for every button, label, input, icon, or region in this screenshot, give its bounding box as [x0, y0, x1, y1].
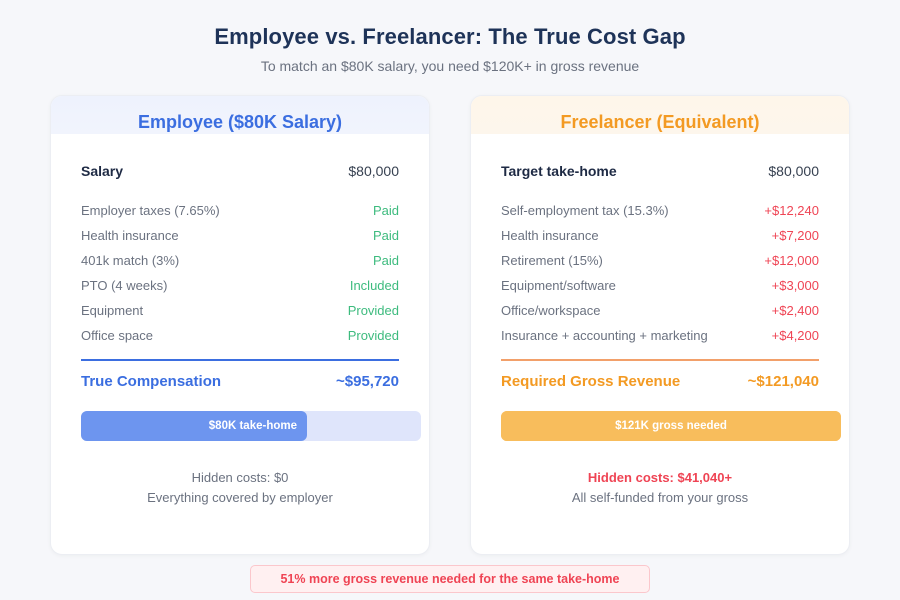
- row-cost: +$12,240: [764, 203, 819, 218]
- row-cost: +$4,200: [771, 328, 819, 343]
- freelancer-item-row: Self-employment tax (15.3%) +$12,240: [501, 198, 819, 223]
- row-cost: +$7,200: [771, 228, 819, 243]
- row-label: Target take-home: [501, 163, 617, 179]
- employee-item-row: Equipment Provided: [81, 298, 399, 323]
- row-label: Retirement (15%): [501, 253, 603, 268]
- row-label: Equipment/software: [501, 278, 616, 293]
- freelancer-item-row: Office/workspace +$2,400: [501, 298, 819, 323]
- row-cost: +$2,400: [771, 303, 819, 318]
- employee-card-heading: Employee ($80K Salary): [51, 96, 429, 134]
- page-title: Employee vs. Freelancer: The True Cost G…: [214, 24, 686, 49]
- row-status: Paid: [372, 228, 399, 243]
- row-status: Paid: [372, 203, 399, 218]
- employee-item-row: Office space Provided: [81, 323, 399, 348]
- row-status: Provided: [347, 303, 399, 318]
- note-subtext: All self-funded from your gross: [571, 490, 749, 505]
- callout-text: 51% more gross revenue needed for the sa…: [280, 572, 620, 586]
- total-value: ~$95,720: [336, 372, 399, 390]
- employee-item-row: Health insurance Paid: [81, 223, 399, 248]
- row-status: Paid: [372, 253, 399, 268]
- hidden-costs-text: Hidden costs: $0: [191, 470, 289, 485]
- bar-label: $80K take-home: [208, 420, 297, 432]
- freelancer-item-row: Equipment/software +$3,000: [501, 273, 819, 298]
- row-cost: +$3,000: [771, 278, 819, 293]
- employee-card: Employee ($80K Salary) Salary $80,000 Em…: [50, 95, 430, 555]
- divider: [81, 359, 399, 361]
- note-subtext: Everything covered by employer: [147, 490, 333, 505]
- freelancer-item-row: Health insurance +$7,200: [501, 223, 819, 248]
- freelancer-total-row: Required Gross Revenue ~$121,040: [501, 371, 819, 391]
- row-status: Included: [349, 278, 399, 293]
- freelancer-bar-track: $121K gross needed: [501, 411, 841, 441]
- freelancer-card-heading: Freelancer (Equivalent): [471, 96, 849, 134]
- hidden-costs-text: Hidden costs: $41,040+: [587, 470, 733, 485]
- employee-item-row: PTO (4 weeks) Included: [81, 273, 399, 298]
- freelancer-card: Freelancer (Equivalent) Target take-home…: [470, 95, 850, 555]
- employee-salary-row: Salary $80,000: [81, 158, 399, 184]
- employee-bar-track: $80K take-home: [81, 411, 421, 441]
- row-cost: +$12,000: [764, 253, 819, 268]
- row-label: Equipment: [81, 303, 144, 318]
- total-value: ~$121,040: [747, 372, 819, 390]
- total-label: Required Gross Revenue: [501, 372, 681, 390]
- row-value: $80,000: [768, 163, 819, 179]
- row-label: Health insurance: [501, 228, 599, 243]
- row-label: Office space: [81, 328, 154, 343]
- divider: [501, 359, 819, 361]
- summary-callout: 51% more gross revenue needed for the sa…: [250, 565, 650, 593]
- row-label: PTO (4 weeks): [81, 278, 168, 293]
- bar-label: $121K gross needed: [615, 420, 727, 432]
- employee-bar-fill: $80K take-home: [81, 411, 307, 441]
- row-status: Provided: [347, 328, 399, 343]
- freelancer-target-row: Target take-home $80,000: [501, 158, 819, 184]
- row-label: Office/workspace: [501, 303, 601, 318]
- freelancer-bar-fill: $121K gross needed: [501, 411, 841, 441]
- freelancer-item-row: Insurance + accounting + marketing +$4,2…: [501, 323, 819, 348]
- freelancer-item-row: Retirement (15%) +$12,000: [501, 248, 819, 273]
- row-label: Self-employment tax (15.3%): [501, 203, 669, 218]
- employee-item-row: 401k match (3%) Paid: [81, 248, 399, 273]
- employee-item-row: Employer taxes (7.65%) Paid: [81, 198, 399, 223]
- employee-note: Hidden costs: $0 Everything covered by e…: [81, 468, 399, 508]
- row-label: Salary: [81, 163, 124, 179]
- total-label: True Compensation: [81, 372, 222, 390]
- row-label: Health insurance: [81, 228, 179, 243]
- page-subtitle: To match an $80K salary, you need $120K+…: [260, 58, 640, 74]
- freelancer-note: Hidden costs: $41,040+ All self-funded f…: [501, 468, 819, 508]
- row-label: 401k match (3%): [81, 253, 180, 268]
- row-label: Insurance + accounting + marketing: [501, 328, 708, 343]
- employee-total-row: True Compensation ~$95,720: [81, 371, 399, 391]
- row-label: Employer taxes (7.65%): [81, 203, 220, 218]
- row-value: $80,000: [348, 163, 399, 179]
